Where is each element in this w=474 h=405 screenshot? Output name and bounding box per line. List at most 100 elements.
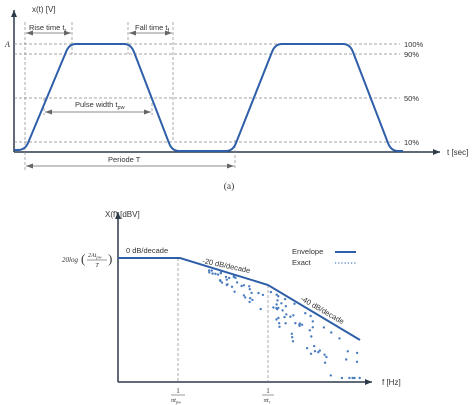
- exact-spectrum-dot: [220, 281, 224, 284]
- envelope-line: [118, 257, 361, 341]
- exact-spectrum-dot: [276, 299, 279, 302]
- exact-spectrum-dot: [248, 300, 251, 304]
- exact-spectrum-dot: [285, 313, 288, 316]
- exact-spectrum-dot: [291, 340, 295, 343]
- tick-1-pi-tr: 1 πtr: [262, 387, 274, 405]
- exact-spectrum-dot: [242, 284, 246, 287]
- rise-time-label: Rise time tr: [29, 23, 66, 34]
- svg-text:πtr: πtr: [264, 397, 271, 405]
- amplitude-label: A: [4, 40, 10, 49]
- svg-text:1: 1: [176, 387, 180, 395]
- exact-spectrum-dot: [259, 307, 262, 311]
- exact-spectrum-dot: [290, 332, 293, 335]
- pulse-waveform: [14, 43, 403, 152]
- exact-spectrum-dot: [224, 275, 228, 279]
- legend-exact-label: Exact: [292, 258, 312, 267]
- exact-spectrum-dot: [248, 285, 251, 288]
- exact-spectrum-dot: [292, 314, 295, 317]
- level-label-10: 10%: [404, 138, 419, 147]
- level-label-100: 100%: [404, 40, 424, 49]
- exact-spectrum-dots: [207, 269, 361, 380]
- exact-spectrum-dot: [250, 291, 253, 295]
- exact-spectrum-dot: [309, 352, 313, 355]
- b-y-axis-label: X(f) [dBV]: [105, 210, 140, 219]
- slope-40-label: -40 dB/decade: [299, 294, 346, 326]
- exact-spectrum-dot: [216, 273, 220, 276]
- exact-spectrum-dot: [275, 307, 278, 310]
- exact-spectrum-dot: [272, 306, 275, 309]
- exact-spectrum-dot: [318, 349, 321, 352]
- exact-spectrum-dot: [322, 326, 326, 329]
- exact-spectrum-dot: [294, 322, 297, 325]
- slope-0-label: 0 dB/decade: [126, 246, 168, 255]
- exact-spectrum-dot: [207, 269, 211, 272]
- exact-spectrum-dot: [353, 376, 356, 380]
- svg-text:20log: 20log: [62, 256, 78, 264]
- exact-spectrum-dot: [345, 358, 348, 361]
- exact-spectrum-dot: [329, 374, 332, 377]
- exact-spectrum-dot: [309, 314, 312, 318]
- exact-spectrum-dot: [284, 305, 287, 308]
- exact-spectrum-dot: [219, 272, 223, 275]
- legend: Envelope Exact: [292, 247, 356, 267]
- svg-text:πtpw: πtpw: [171, 397, 181, 405]
- exact-spectrum-dot: [311, 326, 314, 329]
- exact-spectrum-dot: [355, 351, 359, 355]
- exact-spectrum-dot: [291, 336, 294, 339]
- exact-spectrum-dot: [300, 323, 304, 326]
- exact-spectrum-dot: [275, 318, 278, 321]
- exact-spectrum-dot: [323, 361, 327, 364]
- exact-spectrum-dot: [325, 355, 328, 359]
- b-x-axis-label: f [Hz]: [382, 378, 401, 387]
- exact-spectrum-dot: [233, 290, 236, 293]
- exact-spectrum-dot: [310, 335, 313, 338]
- svg-text:(: (: [81, 251, 85, 266]
- level-label-90: 90%: [404, 50, 419, 59]
- exact-spectrum-dot: [230, 285, 234, 288]
- exact-spectrum-dot: [317, 351, 320, 354]
- exact-spectrum-dot: [289, 315, 292, 318]
- pulse-width-label: Pulse width tpw: [75, 100, 125, 111]
- exact-spectrum-dot: [249, 297, 252, 300]
- pulse-train-diagram: x(t) [V] t [sec] A 100% 90% 50% 10% Rise…: [4, 5, 468, 192]
- exact-spectrum-dot: [304, 312, 307, 315]
- exact-spectrum-dot: [338, 337, 341, 340]
- exact-spectrum-dot: [283, 315, 286, 319]
- svg-text:): ): [108, 251, 112, 266]
- exact-spectrum-dot: [284, 322, 287, 325]
- exact-spectrum-dot: [228, 276, 231, 280]
- exact-spectrum-dot: [225, 283, 228, 287]
- exact-spectrum-dot: [308, 329, 311, 332]
- exact-spectrum-dot: [225, 278, 228, 281]
- exact-spectrum-dot: [330, 331, 333, 334]
- exact-spectrum-dot: [235, 281, 239, 284]
- exact-spectrum-dot: [313, 350, 317, 353]
- svg-text:T: T: [95, 263, 99, 269]
- svg-text:1: 1: [266, 387, 270, 395]
- svg-text:2Atpw: 2Atpw: [88, 253, 102, 260]
- exact-spectrum-dot: [313, 344, 316, 348]
- exact-spectrum-dot: [280, 302, 283, 305]
- exact-spectrum-dot: [214, 272, 217, 275]
- exact-spectrum-dot: [251, 298, 254, 302]
- a-y-axis-label: x(t) [V]: [32, 5, 56, 14]
- exact-spectrum-dot: [311, 320, 314, 323]
- exact-spectrum-dot: [281, 309, 284, 312]
- exact-spectrum-dot: [244, 296, 247, 299]
- exact-spectrum-dot: [355, 360, 359, 363]
- period-label: Periode T: [108, 155, 141, 164]
- exact-spectrum-dot: [275, 293, 278, 296]
- exact-spectrum-dot: [269, 290, 273, 294]
- tick-1-pi-tpw: 1 πtpw: [171, 387, 185, 405]
- exact-spectrum-dot: [211, 272, 214, 275]
- exact-spectrum-dot: [208, 271, 211, 274]
- exact-spectrum-dot: [210, 269, 213, 272]
- a-x-axis-label: t [sec]: [447, 148, 468, 157]
- exact-spectrum-dot: [248, 288, 251, 291]
- exact-spectrum-dot: [277, 295, 280, 298]
- fall-time-label: Fall time tf: [135, 23, 170, 34]
- exact-spectrum-dot: [277, 316, 280, 320]
- exact-spectrum-dot: [298, 324, 301, 328]
- exact-spectrum-dot: [283, 297, 287, 301]
